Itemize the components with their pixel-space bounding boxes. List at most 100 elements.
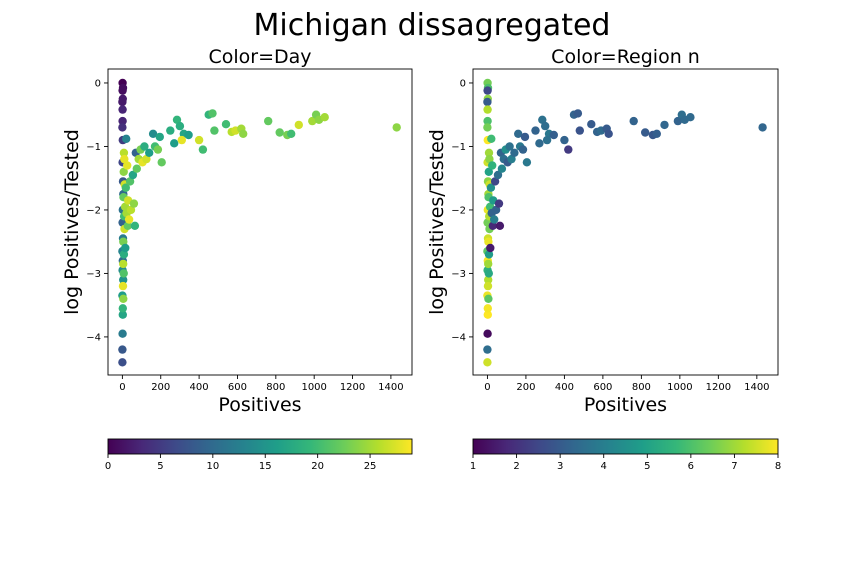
scatter-point <box>531 126 540 135</box>
scatter-point <box>505 142 514 151</box>
scatter-point <box>484 167 493 176</box>
x-tick-label: 400 <box>190 382 209 393</box>
scatter-point <box>535 139 544 148</box>
scatter-point <box>155 132 164 142</box>
scatter-point <box>587 120 596 129</box>
scatter-point <box>121 243 130 253</box>
scatter-point <box>487 134 496 143</box>
scatter-point <box>210 126 219 135</box>
scatter-point <box>118 281 128 291</box>
scatter-point <box>275 128 284 137</box>
x-tick-label: 800 <box>266 382 285 393</box>
scatter-point <box>573 109 583 118</box>
scatter-point <box>641 128 650 137</box>
scatter-point <box>118 304 128 313</box>
scatter-point <box>758 123 767 132</box>
y-tick-label: 0 <box>95 78 101 89</box>
scatter-point <box>495 221 505 230</box>
colorbar-tick-label: 1 <box>470 461 476 472</box>
scatter-point <box>145 148 154 157</box>
scatter-point <box>483 86 492 95</box>
scatter-point <box>564 145 573 154</box>
figure-suptitle: Michigan dissagregated <box>254 8 611 43</box>
scatter-point <box>483 358 492 367</box>
scatter-point <box>483 345 492 354</box>
scatter-point <box>157 158 166 167</box>
scatter-point <box>148 129 158 138</box>
scatter-point <box>486 183 496 192</box>
colorbar <box>472 438 779 455</box>
scatter-point <box>142 154 151 164</box>
scatter-point <box>510 148 519 157</box>
scatter-point <box>129 199 139 208</box>
scatter-point <box>308 116 317 126</box>
y-tick-label: −2 <box>86 205 101 216</box>
y-tick-label: −4 <box>86 332 101 343</box>
scatter-point <box>392 123 401 132</box>
y-tick-label: −3 <box>451 269 466 280</box>
scatter-point <box>121 183 130 192</box>
x-tick-label: 800 <box>632 382 651 393</box>
scatter-point <box>119 250 129 259</box>
scatter-point <box>119 148 129 157</box>
x-tick-label: 1200 <box>706 382 731 393</box>
x-tick-label: 0 <box>484 382 490 393</box>
subplot-2: Color=Region n 0 200 400 600 800 1000 1200 1400 −… <box>426 46 781 472</box>
scatter-point <box>118 116 127 126</box>
scatter-point <box>538 115 547 125</box>
scatter-point <box>198 145 208 154</box>
scatter-point <box>491 205 501 215</box>
colorbar-tick-label: 5 <box>644 461 650 472</box>
scatter-point <box>119 294 128 303</box>
colorbar-tick-label: 4 <box>601 461 607 472</box>
scatter-point <box>170 139 179 148</box>
scatter-point <box>483 97 492 107</box>
scatter-point <box>166 126 175 135</box>
x-axis-label: Positives <box>218 394 301 416</box>
scatter-point <box>483 329 492 338</box>
scatter-point <box>119 275 128 284</box>
y-tick-label: −2 <box>451 205 466 216</box>
scatter-point <box>287 129 296 138</box>
scatter-point <box>488 161 497 170</box>
scatter-point <box>118 86 127 95</box>
x-tick-label: 600 <box>228 382 247 393</box>
colorbar-tick-label: 0 <box>105 461 111 472</box>
y-axis-label: log Positives/Tested <box>61 129 83 315</box>
scatter-point <box>522 158 532 167</box>
scatter-point <box>120 154 129 164</box>
scatter-point <box>132 164 141 173</box>
x-tick-label: 400 <box>555 382 574 393</box>
colorbar-tick-label: 10 <box>206 461 219 472</box>
scatter-point <box>175 121 185 131</box>
scatter-point <box>126 205 136 215</box>
scatter-point <box>184 130 193 140</box>
x-tick-label: 1000 <box>667 382 692 393</box>
scatter-point <box>494 199 504 208</box>
colorbar-tick-label: 2 <box>513 461 519 472</box>
scatter-point <box>652 129 661 138</box>
scatter-point <box>484 275 493 284</box>
scatter-point <box>660 120 669 130</box>
scatter-point <box>118 105 127 114</box>
colorbar-tick-label: 8 <box>775 461 781 472</box>
scatter-point <box>484 148 494 157</box>
scatter-point <box>542 135 552 145</box>
scatter-point <box>507 154 516 164</box>
scatter-point <box>541 121 550 131</box>
subplot-title: Color=Region n <box>551 46 700 68</box>
x-tick-label: 1400 <box>744 382 769 393</box>
y-axis-label: log Positives/Tested <box>426 129 448 315</box>
x-tick-label: 200 <box>516 382 535 393</box>
x-tick-label: 200 <box>151 382 170 393</box>
scatter-point <box>497 164 507 173</box>
scatter-point <box>629 116 638 126</box>
colorbar-tick-label: 20 <box>311 461 324 472</box>
scatter-point <box>119 259 128 269</box>
scatter-point <box>140 142 149 151</box>
scatter-point <box>604 129 613 138</box>
axes-frame <box>107 68 413 376</box>
scatter-point <box>490 177 500 186</box>
y-tick-label: 0 <box>460 78 466 89</box>
